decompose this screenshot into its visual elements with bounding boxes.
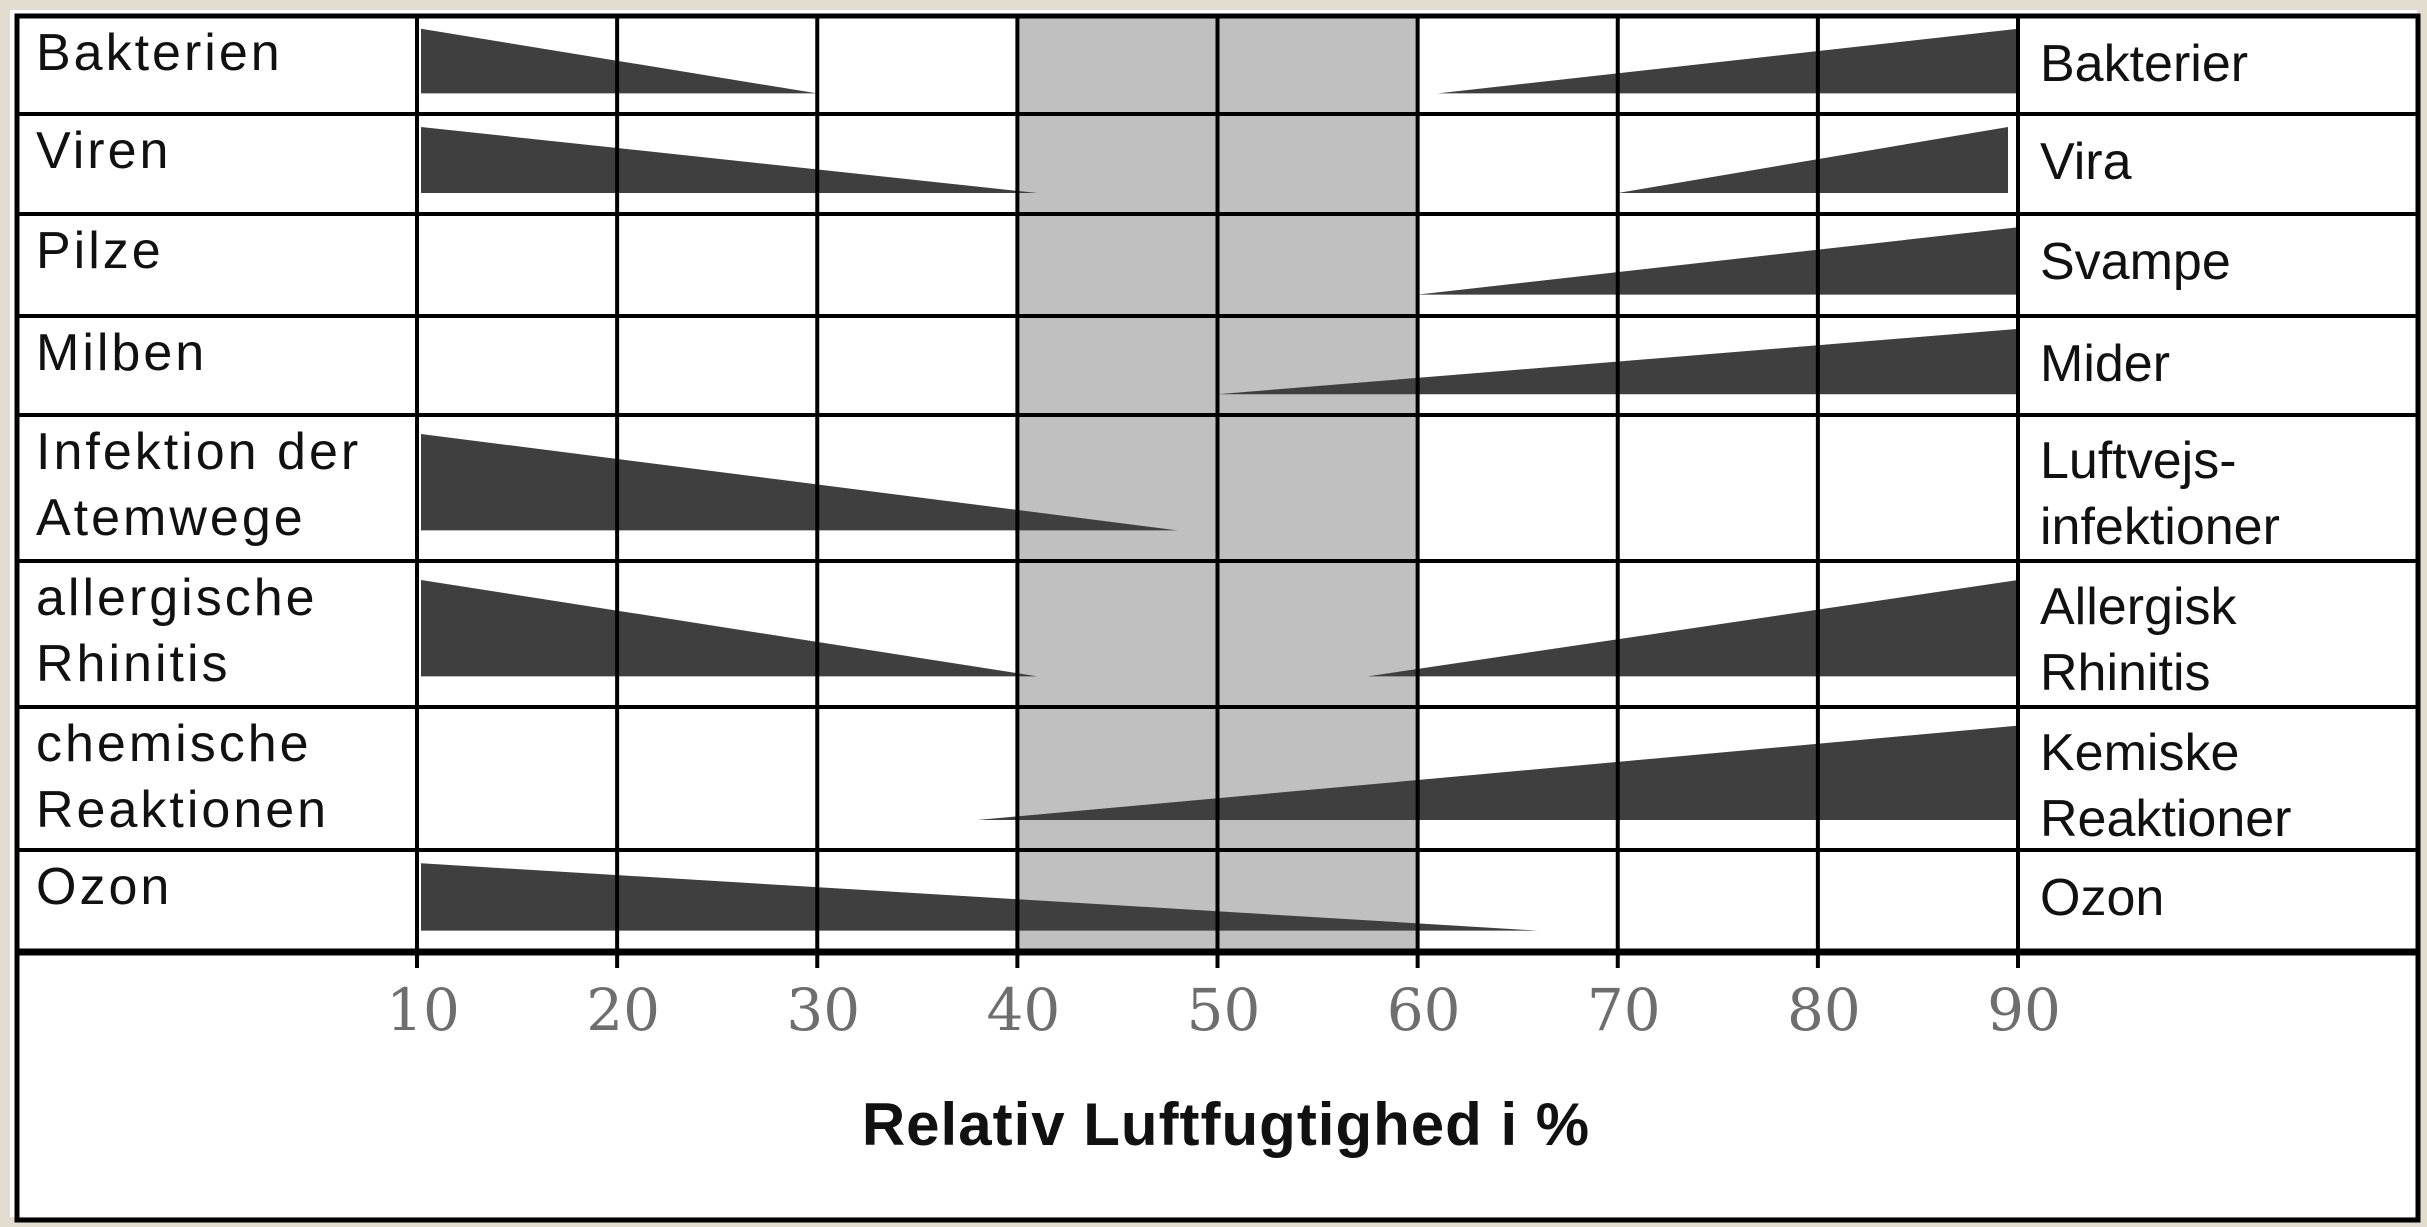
row-label-de-3: Pilze (36, 222, 164, 280)
wedge-low-6 (421, 579, 1038, 677)
row-label-da-line: Allergisk (2040, 578, 2237, 636)
row-label-de-line: Pilze (36, 222, 164, 280)
tick-label-90: 90 (1987, 976, 2061, 1044)
row-label-da-4: Mider (2040, 335, 2170, 393)
row-label-da-line: infektioner (2040, 498, 2280, 556)
tick-label-80: 80 (1787, 976, 1861, 1044)
row-label-da-8: Ozon (2040, 869, 2164, 927)
row-label-layer: Bakterien Bakterier Viren Vira Pilze Svampe Mi… (36, 24, 2291, 927)
row-label-de-8: Ozon (36, 858, 172, 916)
wedge-layer (421, 28, 2018, 931)
tick-label-70: 70 (1587, 976, 1661, 1044)
wedge-high-3 (1417, 227, 2018, 295)
tick-label-30: 30 (786, 976, 860, 1044)
row-label-da-line: Reaktioner (2040, 790, 2291, 848)
row-label-de-line: Reaktionen (36, 781, 329, 839)
row-label-de-4: Milben (36, 324, 207, 382)
row-label-da-line: Svampe (2040, 233, 2231, 291)
tick-label-60: 60 (1387, 976, 1461, 1044)
row-label-de-line: Infektion der (36, 423, 361, 481)
row-label-da-2: Vira (2040, 133, 2132, 191)
wedge-high-2 (1617, 127, 2008, 193)
row-label-de-2: Viren (36, 122, 171, 180)
row-label-de-1: Bakterien (36, 24, 283, 82)
tick-label-layer: 10 20 30 40 50 60 70 80 90 (386, 976, 2061, 1044)
row-label-da-line: Rhinitis (2040, 644, 2211, 702)
wedge-low-2 (421, 127, 1038, 193)
row-label-de-5: Infektion der Atemwege (36, 423, 361, 547)
tick-label-20: 20 (586, 976, 660, 1044)
wedge-high-7 (977, 725, 2018, 820)
row-label-de-line: chemische (36, 715, 312, 773)
wedge-high-6 (1367, 579, 2018, 677)
row-label-de-6: allergische Rhinitis (36, 569, 318, 693)
row-label-de-line: allergische (36, 569, 318, 627)
row-label-da-7: Kemiske Reaktioner (2040, 724, 2291, 848)
chart-outer-frame (14, 13, 2421, 1223)
row-label-da-line: Vira (2040, 133, 2132, 191)
row-label-de-line: Atemwege (36, 489, 306, 547)
wedge-low-8 (421, 863, 1538, 931)
row-label-de-line: Bakterien (36, 24, 283, 82)
wedge-high-1 (1437, 28, 2018, 94)
row-label-da-line: Kemiske (2040, 724, 2239, 782)
grid-layer (14, 13, 2421, 1223)
tick-label-40: 40 (986, 976, 1060, 1044)
row-label-da-line: Luftvejs- (2040, 432, 2237, 490)
row-label-da-3: Svampe (2040, 233, 2231, 291)
row-label-da-line: Bakterier (2040, 35, 2248, 93)
row-label-da-5: Luftvejs-infektioner (2040, 432, 2280, 556)
x-axis-title: Relativ Luftfugtighed i % (862, 1091, 1590, 1158)
row-label-da-line: Ozon (2040, 869, 2164, 927)
tick-label-50: 50 (1187, 976, 1261, 1044)
row-label-da-line: Mider (2040, 335, 2170, 393)
tick-label-10: 10 (386, 976, 460, 1044)
row-label-de-line: Milben (36, 324, 207, 382)
row-label-de-line: Viren (36, 122, 171, 180)
row-label-de-7: chemische Reaktionen (36, 715, 329, 839)
wedge-low-5 (421, 433, 1178, 531)
row-label-de-line: Rhinitis (36, 635, 231, 693)
row-label-da-1: Bakterier (2040, 35, 2248, 93)
row-label-de-line: Ozon (36, 858, 172, 916)
row-label-da-6: Allergisk Rhinitis (2040, 578, 2237, 702)
